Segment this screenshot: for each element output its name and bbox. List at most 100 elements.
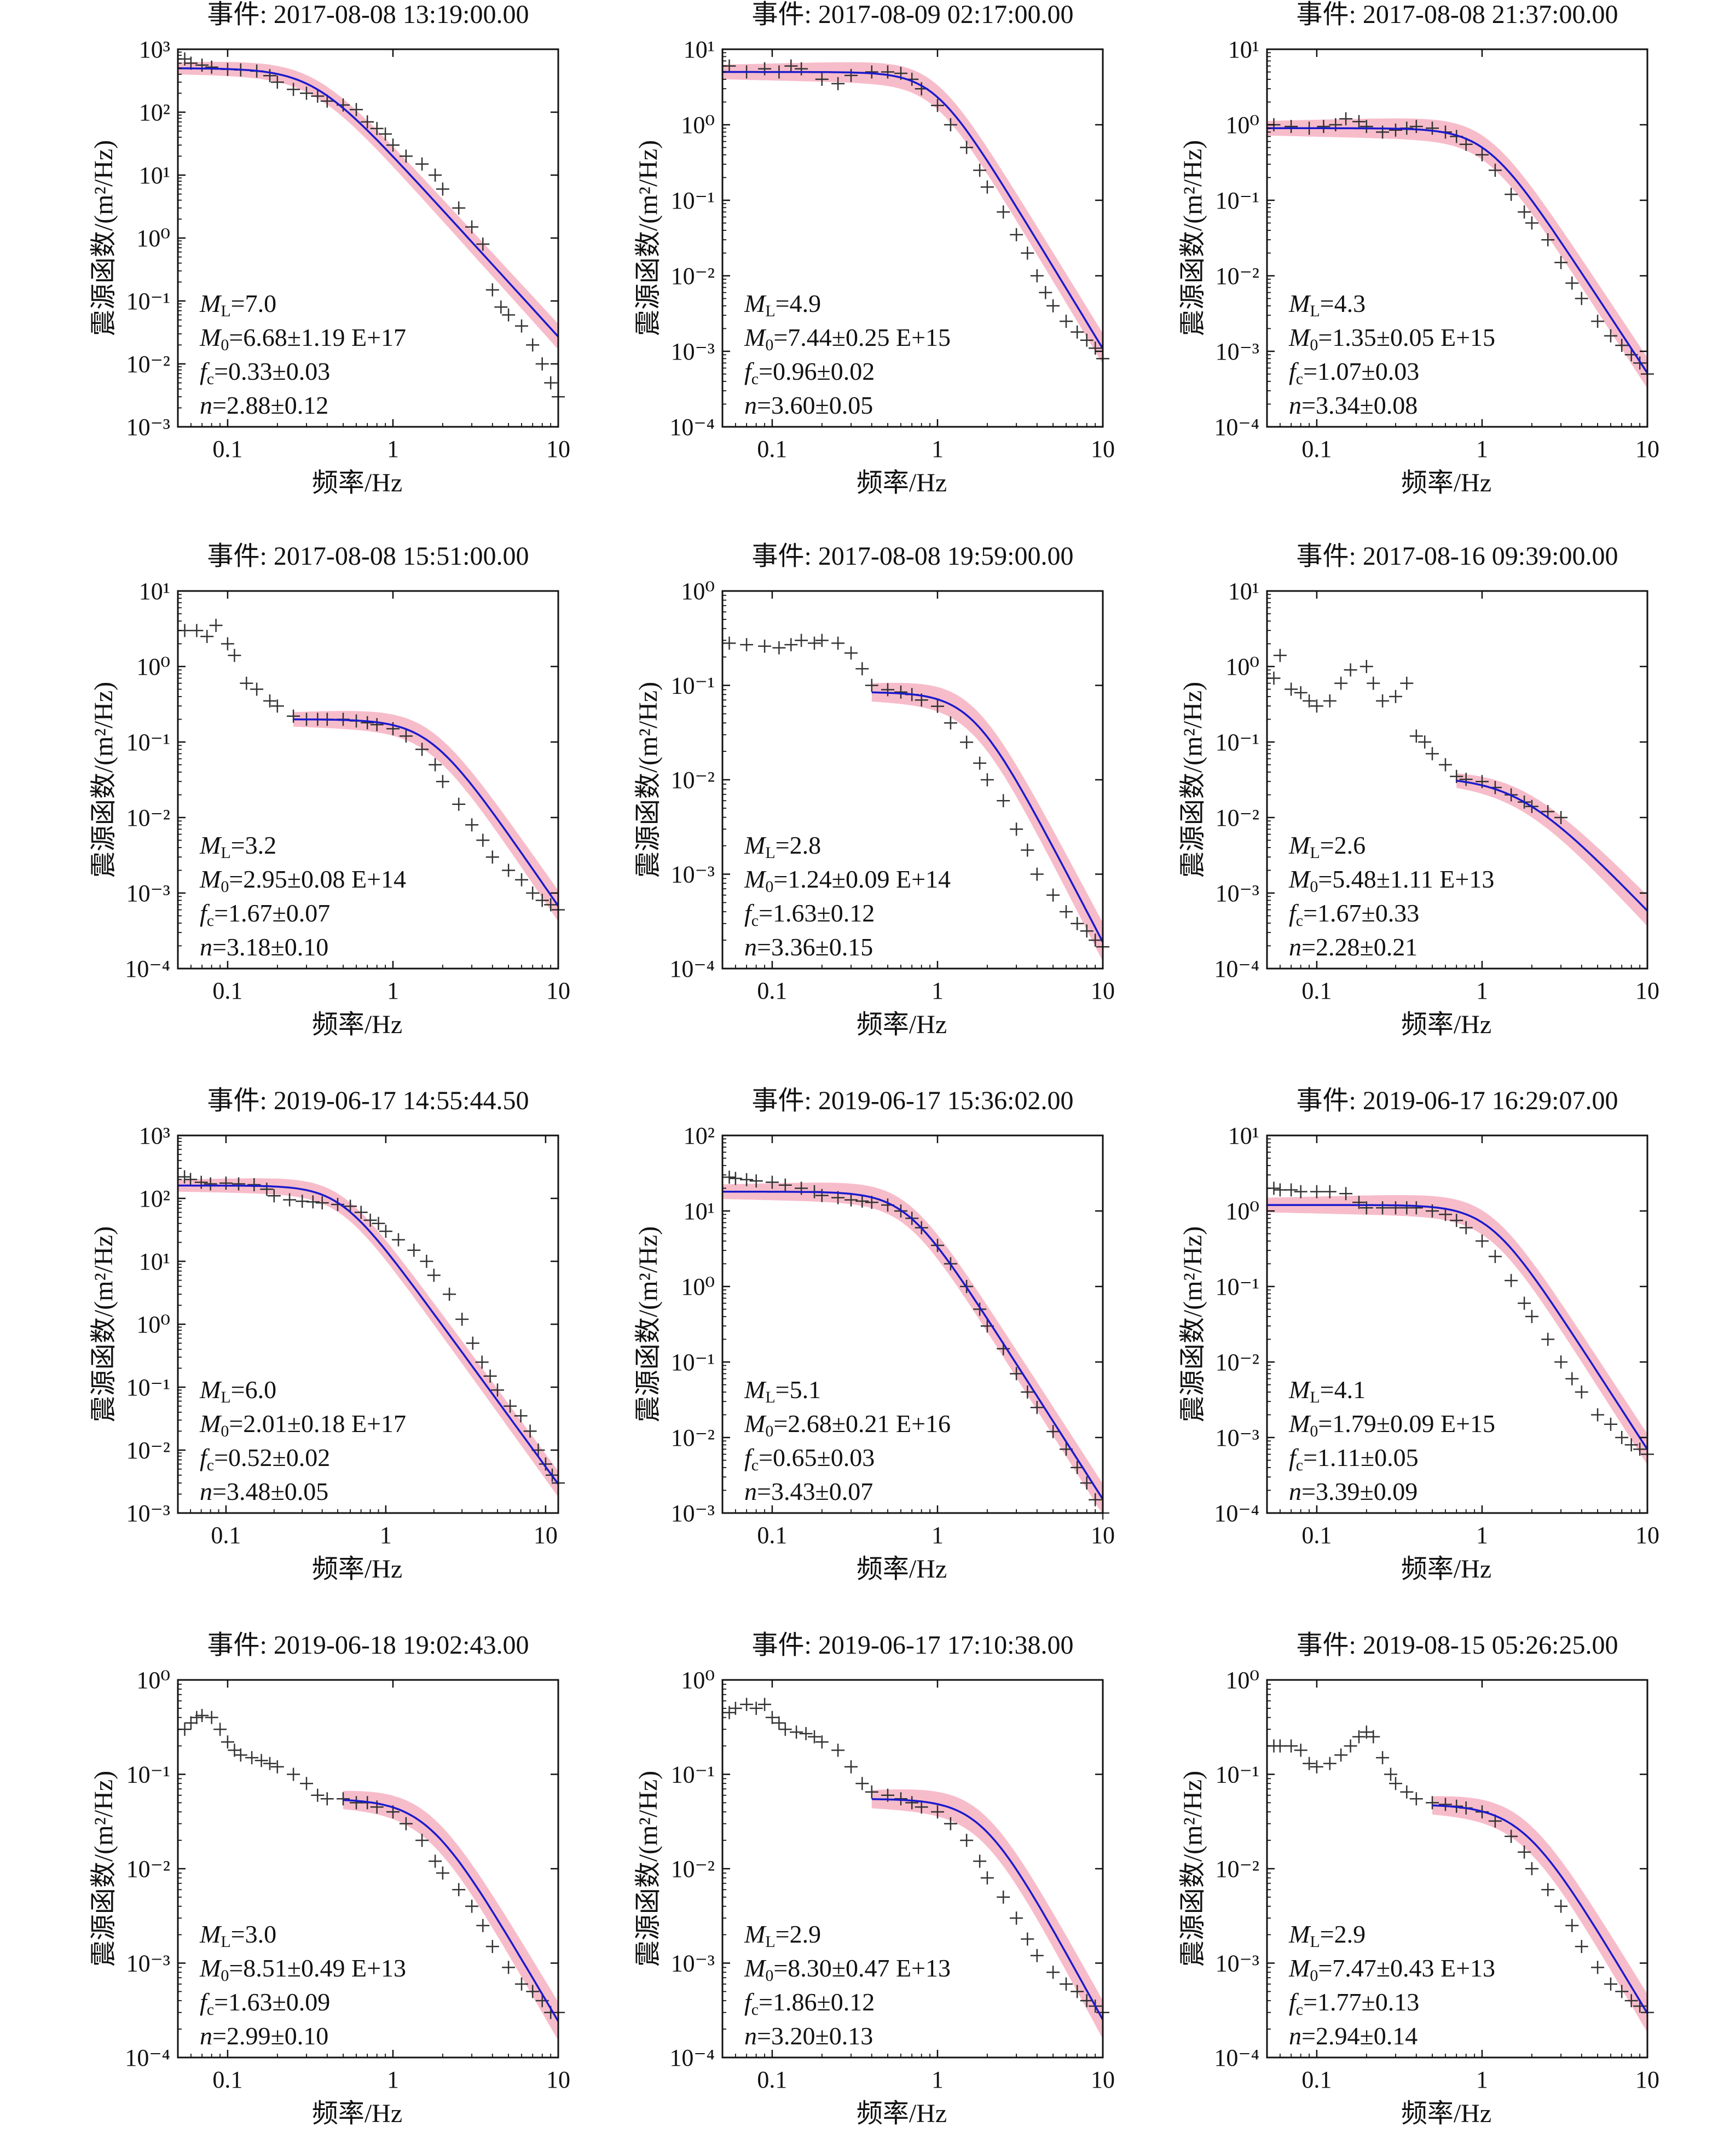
- data-point: [1273, 1739, 1287, 1753]
- data-point: [1310, 1760, 1323, 1774]
- annotation-m0: M0=8.30±0.47 E+13: [744, 1954, 951, 1985]
- annotation-n: n=3.60±0.05: [744, 391, 873, 419]
- data-point: [960, 735, 974, 749]
- y-tick-label: 10⁻³: [671, 1950, 715, 1977]
- x-tick-label: 10: [1635, 436, 1659, 462]
- chart-svg: 事件: 2017-08-09 02:17:00.0010⁻⁴10⁻³10⁻²10…: [634, 0, 1115, 497]
- data-point: [1303, 1757, 1316, 1770]
- data-point: [485, 850, 499, 864]
- data-point: [1565, 276, 1579, 290]
- chart-title: 事件: 2019-06-17 15:36:02.00: [752, 1086, 1074, 1115]
- y-tick-label: 10⁻³: [671, 1500, 715, 1527]
- data-point: [283, 1193, 297, 1207]
- chart-title: 事件: 2017-08-08 21:37:00.00: [1297, 0, 1618, 29]
- data-point: [200, 630, 214, 644]
- y-tick-label: 10⁻¹: [126, 1761, 170, 1788]
- annotation-ml: ML=4.3: [1288, 289, 1366, 320]
- data-point: [263, 694, 276, 708]
- y-tick-label: 10⁰: [136, 1311, 170, 1338]
- data-point: [320, 1792, 334, 1806]
- uncertainty-band: [871, 1789, 1103, 2039]
- data-point: [1554, 256, 1568, 269]
- data-point: [844, 646, 858, 660]
- annotation-ml: ML=2.9: [1288, 1920, 1366, 1951]
- annotation-n: n=3.18±0.10: [200, 933, 328, 961]
- data-point: [1604, 1977, 1617, 1991]
- y-tick-label: 10⁻²: [126, 1437, 170, 1464]
- data-point: [1323, 1757, 1337, 1770]
- data-point: [311, 89, 325, 103]
- y-tick-label: 10²: [139, 1185, 170, 1212]
- data-point: [515, 1977, 528, 1991]
- data-point: [361, 716, 374, 729]
- y-tick-label: 10¹: [139, 1248, 170, 1275]
- annotation-fc: fc=0.65±0.03: [744, 1444, 875, 1474]
- annotation-ml: ML=7.0: [199, 289, 276, 320]
- annotation-ml: ML=4.9: [744, 289, 821, 320]
- y-tick-label: 10⁻²: [1216, 1349, 1259, 1376]
- y-tick-label: 10⁻³: [1216, 338, 1259, 365]
- plot-frame: [1266, 1134, 1648, 1514]
- data-point: [483, 1369, 497, 1383]
- x-axis-label: 频率/Hz: [857, 1010, 947, 1039]
- data-point: [973, 164, 987, 177]
- data-point: [1554, 1899, 1568, 1913]
- y-axis-label: 震源函数/(m²/Hz): [1178, 682, 1207, 878]
- data-point: [1376, 1751, 1390, 1765]
- data-point: [476, 237, 490, 251]
- y-tick-label: 10⁻²: [126, 1856, 170, 1882]
- x-tick-label: 1: [932, 977, 944, 1004]
- data-point: [1505, 1274, 1518, 1288]
- annotation-m0: M0=1.35±0.05 E+15: [1288, 323, 1495, 354]
- x-tick-label: 0.1: [1301, 436, 1332, 462]
- data-point: [944, 716, 957, 730]
- data-point: [228, 648, 241, 662]
- x-tick-label: 1: [387, 2066, 399, 2093]
- data-point: [1426, 121, 1439, 135]
- y-tick-label: 10¹: [139, 578, 170, 605]
- data-point: [184, 1716, 198, 1730]
- data-point: [795, 634, 808, 647]
- data-point: [1030, 867, 1044, 881]
- y-tick-label: 10⁰: [1225, 1198, 1259, 1225]
- data-point: [865, 65, 878, 79]
- data-point: [1505, 188, 1518, 201]
- annotation-fc: fc=1.07±0.03: [1289, 357, 1419, 388]
- data-point: [420, 1255, 433, 1268]
- x-tick-label: 1: [1476, 436, 1488, 462]
- data-point: [1294, 1743, 1308, 1757]
- data-point: [915, 1800, 928, 1814]
- data-point: [315, 1196, 329, 1210]
- y-axis-label: 震源函数/(m²/Hz): [1178, 1226, 1207, 1422]
- y-tick-label: 10⁻⁴: [1214, 2044, 1259, 2071]
- data-point: [190, 1711, 204, 1724]
- data-point: [205, 60, 218, 74]
- data-point: [263, 1757, 276, 1770]
- data-point: [476, 1919, 490, 1932]
- chart-title: 事件: 2017-08-09 02:17:00.00: [752, 0, 1074, 29]
- data-point: [415, 743, 429, 756]
- data-point: [1317, 120, 1330, 134]
- data-point: [1400, 676, 1414, 690]
- fit-line: [177, 67, 559, 338]
- data-point: [1089, 1493, 1102, 1506]
- data-point: [1046, 1966, 1060, 1979]
- data-point: [1089, 934, 1102, 947]
- data-point: [960, 1834, 974, 1847]
- data-point: [331, 1198, 344, 1212]
- x-tick-label: 1: [380, 1522, 392, 1549]
- y-tick-label: 10⁻³: [126, 880, 170, 907]
- data-point: [544, 898, 558, 912]
- data-point: [944, 118, 957, 131]
- data-point: [831, 77, 845, 90]
- data-point: [194, 1175, 208, 1189]
- data-point: [240, 676, 253, 690]
- y-tick-label: 10⁻¹: [671, 1349, 715, 1376]
- data-point: [1389, 689, 1402, 703]
- y-tick-label: 10⁻³: [126, 1500, 170, 1527]
- annotation-n: n=3.48±0.05: [200, 1477, 328, 1505]
- x-tick-label: 10: [1635, 2066, 1659, 2093]
- data-point: [980, 1871, 994, 1885]
- data-point: [287, 709, 300, 723]
- data-point: [1352, 1196, 1366, 1209]
